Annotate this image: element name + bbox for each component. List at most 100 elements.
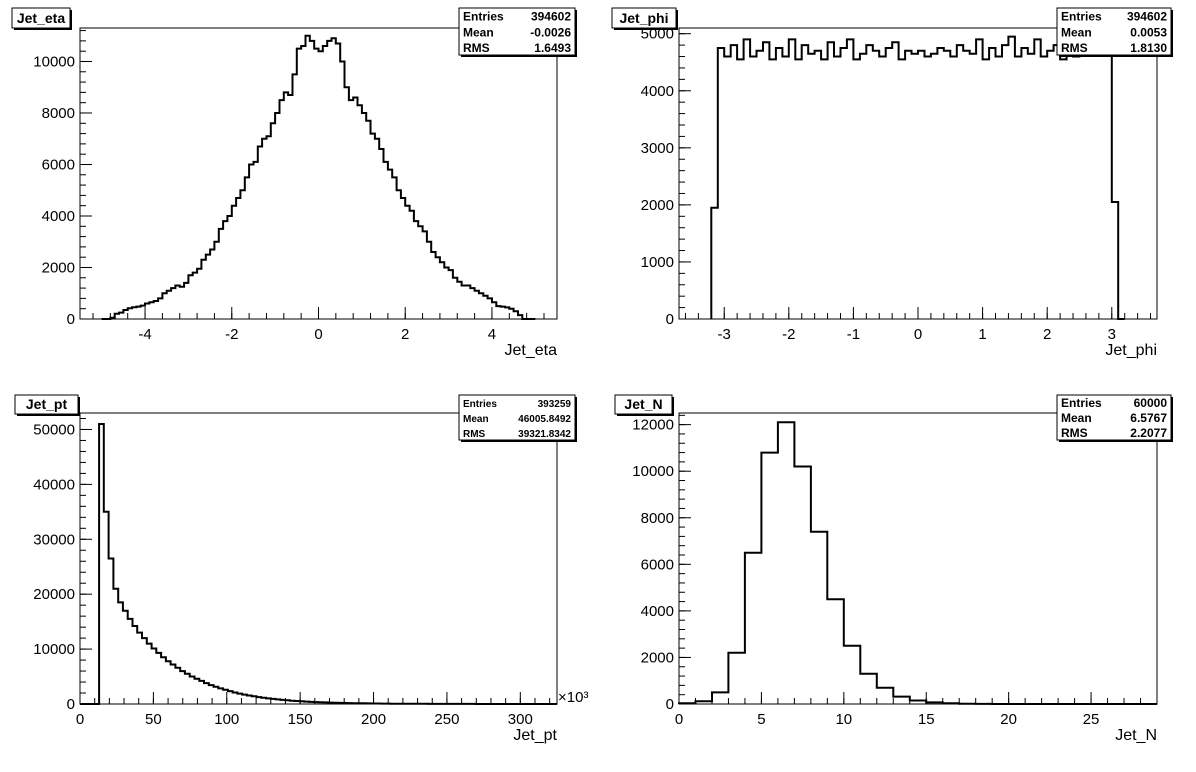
y-tick-label: 0 bbox=[666, 696, 674, 713]
x-tick-label: 15 bbox=[918, 711, 935, 728]
stats-label: Entries bbox=[1061, 396, 1102, 410]
y-tick-label: 30000 bbox=[33, 531, 75, 548]
y-tick-label: 40000 bbox=[33, 476, 75, 493]
histogram-series bbox=[80, 423, 557, 705]
chart-panel-jet-pt: 0 10000 20000 30000 40000 50000 0 50 100 150 200 25… bbox=[14, 394, 588, 744]
stats-box bbox=[458, 7, 576, 56]
stats-label: RMS bbox=[463, 41, 490, 55]
x-tick-label: 25 bbox=[1083, 711, 1100, 728]
stats-box bbox=[1056, 7, 1172, 56]
x-axis-title: Jet_N bbox=[1115, 727, 1157, 744]
y-tick-label: 4000 bbox=[42, 208, 75, 225]
stats-value: 6.5767 bbox=[1130, 411, 1167, 425]
stats-label: Mean bbox=[463, 25, 494, 39]
x-tick-label: -4 bbox=[138, 326, 151, 343]
y-tick-label: 20000 bbox=[33, 586, 75, 603]
x-axis-title: Jet_eta bbox=[505, 342, 558, 359]
x-tick-label: 100 bbox=[214, 711, 239, 728]
histogram-title: Jet_eta bbox=[17, 10, 65, 26]
chart-panel-jet-n: 0 2000 4000 6000 8000 10000 12000 0 5 10 15 20 25 Jet… bbox=[614, 394, 1173, 744]
stats-box bbox=[458, 394, 576, 441]
y-tick-label: 50000 bbox=[33, 421, 75, 438]
x-tick-label: 2 bbox=[1043, 326, 1051, 343]
x-tick-label: 2 bbox=[401, 326, 409, 343]
x-tick-label: 0 bbox=[76, 711, 84, 728]
stats-label: RMS bbox=[463, 429, 486, 440]
y-tick-label: 6000 bbox=[641, 556, 674, 573]
stats-value: 0.0053 bbox=[1130, 25, 1167, 39]
plot-frame bbox=[678, 412, 1158, 705]
x-tick-label: -3 bbox=[718, 326, 731, 343]
x-axis-multiplier: ×10³ bbox=[558, 689, 588, 706]
title-box bbox=[614, 394, 673, 415]
title-box bbox=[14, 394, 79, 415]
title-box bbox=[611, 7, 677, 29]
y-tick-label: 1000 bbox=[641, 254, 674, 271]
y-tick-label: 10000 bbox=[33, 53, 75, 70]
stats-value: 60000 bbox=[1134, 396, 1168, 410]
y-tick-label: 2000 bbox=[42, 259, 75, 276]
x-tick-label: 50 bbox=[145, 711, 162, 728]
stats-value: 394602 bbox=[1127, 10, 1167, 24]
x-tick-label: 300 bbox=[508, 711, 533, 728]
stats-value: -0.0026 bbox=[530, 25, 571, 39]
x-tick-label: 5 bbox=[757, 711, 765, 728]
y-tick-label: 8000 bbox=[42, 105, 75, 122]
y-tick-label: 4000 bbox=[641, 83, 674, 100]
stats-label: Entries bbox=[463, 399, 497, 410]
histogram-series bbox=[101, 34, 536, 320]
y-tick-label: 8000 bbox=[641, 510, 674, 527]
y-tick-label: 0 bbox=[67, 696, 75, 713]
y-tick-label: 10000 bbox=[632, 463, 674, 480]
x-tick-label: -2 bbox=[225, 326, 238, 343]
title-box bbox=[11, 7, 71, 29]
x-tick-label: 1 bbox=[978, 326, 986, 343]
y-tick-label: 2000 bbox=[641, 649, 674, 666]
x-axis-title: Jet_pt bbox=[513, 727, 557, 744]
y-tick-label: 12000 bbox=[632, 417, 674, 434]
stats-box bbox=[1056, 394, 1172, 441]
histogram-series bbox=[710, 35, 1125, 320]
plot-frame bbox=[79, 412, 558, 705]
histogram-title: Jet_pt bbox=[26, 396, 68, 412]
y-tick-label: 4000 bbox=[641, 603, 674, 620]
y-tick-label: 10000 bbox=[33, 641, 75, 658]
y-tick-label: 2000 bbox=[641, 197, 674, 214]
x-tick-label: -1 bbox=[847, 326, 860, 343]
stats-value: 46005.8492 bbox=[518, 414, 571, 425]
x-tick-label: 10 bbox=[835, 711, 852, 728]
histogram-series bbox=[678, 421, 1157, 705]
x-tick-label: -2 bbox=[782, 326, 795, 343]
stats-value: 394602 bbox=[531, 10, 571, 24]
stats-label: Mean bbox=[1061, 25, 1092, 39]
x-tick-label: 200 bbox=[361, 711, 386, 728]
y-tick-label: 0 bbox=[67, 311, 75, 328]
x-axis-title: Jet_phi bbox=[1105, 342, 1157, 359]
stats-value: 39321.8342 bbox=[518, 429, 571, 440]
x-tick-label: 0 bbox=[675, 711, 683, 728]
chart-panel-jet-eta: 0 2000 4000 6000 8000 10000 -4 -2 0 2 4 Jet_eta Jet_… bbox=[11, 7, 577, 359]
stats-label: Entries bbox=[1061, 10, 1102, 24]
x-tick-label: 4 bbox=[488, 326, 496, 343]
stats-label: RMS bbox=[1061, 41, 1088, 55]
stats-value: 1.8130 bbox=[1130, 41, 1167, 55]
x-tick-label: 150 bbox=[288, 711, 313, 728]
histogram-title: Jet_N bbox=[624, 396, 662, 412]
x-tick-label: 0 bbox=[914, 326, 922, 343]
stats-value: 393259 bbox=[538, 399, 572, 410]
x-tick-label: 3 bbox=[1108, 326, 1116, 343]
y-tick-label: 3000 bbox=[641, 140, 674, 157]
histogram-title: Jet_phi bbox=[619, 10, 668, 26]
x-tick-label: 20 bbox=[1000, 711, 1017, 728]
stats-label: RMS bbox=[1061, 426, 1088, 440]
x-tick-label: 250 bbox=[434, 711, 459, 728]
stats-value: 1.6493 bbox=[534, 41, 571, 55]
y-tick-label: 6000 bbox=[42, 156, 75, 173]
x-tick-label: 0 bbox=[314, 326, 322, 343]
stats-value: 2.2077 bbox=[1130, 426, 1167, 440]
y-tick-label: 0 bbox=[666, 311, 674, 328]
stats-label: Mean bbox=[1061, 411, 1092, 425]
